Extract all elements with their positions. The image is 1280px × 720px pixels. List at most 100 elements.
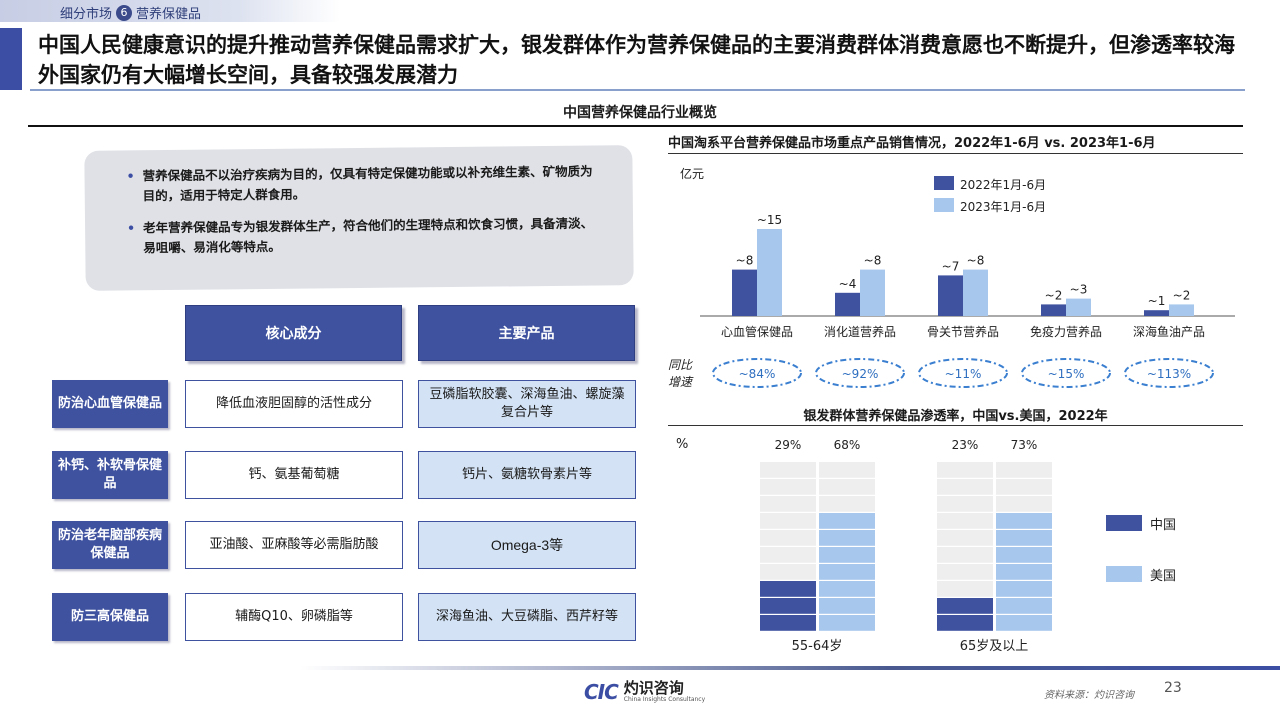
logo-english: China Insights Consultancy	[623, 696, 706, 703]
breadcrumb-section[interactable]: 细分市场	[60, 7, 113, 22]
growth-oval	[1124, 358, 1214, 388]
penetration-chart-unit: %	[676, 437, 689, 452]
data-label: ~2	[1173, 288, 1191, 302]
data-label: ~15	[757, 213, 782, 227]
growth-oval	[712, 358, 802, 388]
category-label: 心血管保健品	[721, 324, 793, 339]
segment-usa	[996, 547, 1052, 563]
segment-china	[937, 581, 993, 597]
segment-china	[937, 547, 993, 563]
segment-china	[760, 462, 816, 478]
segment-china	[937, 496, 993, 512]
category-label: 55-64岁	[792, 639, 843, 654]
data-label: 29%	[775, 438, 802, 452]
company-logo: CIC 灼识咨询 China Insights Consultancy	[584, 680, 705, 704]
bar-2023	[757, 229, 782, 316]
segment-china	[937, 513, 993, 529]
table-row-label: 防三高保健品	[52, 593, 168, 641]
growth-label: ~15%	[1048, 367, 1085, 381]
bar-2023	[963, 269, 988, 316]
table-cell-products: 豆磷脂软胶囊、深海鱼油、螺旋藻复合片等	[418, 380, 636, 428]
segment-china	[937, 479, 993, 495]
data-label: ~2	[1045, 288, 1063, 302]
data-label: ~7	[942, 259, 960, 273]
legend-label-2022: 2022年1月-6月	[960, 178, 1047, 192]
category-label: 免疫力营养品	[1030, 324, 1102, 339]
legend-label-china: 中国	[1150, 518, 1177, 533]
penetration-chart-divider	[668, 425, 1243, 426]
segment-china	[760, 581, 816, 597]
segment-china	[937, 530, 993, 546]
table-row-label: 防治老年脑部疾病保健品	[52, 521, 168, 569]
category-label: 65岁及以上	[960, 639, 1029, 654]
bar-2023	[1066, 298, 1091, 316]
table-cell-products: 深海鱼油、大豆磷脂、西芹籽等	[418, 593, 636, 641]
segment-usa	[819, 547, 875, 563]
segment-china	[760, 530, 816, 546]
logo-chinese: 灼识咨询	[623, 679, 684, 697]
segment-usa	[819, 496, 875, 512]
sales-chart-divider	[668, 153, 1243, 154]
sales-chart-title: 中国淘系平台营养保健品市场重点产品销售情况，2022年1-6月 vs. 2023…	[668, 136, 1156, 151]
data-label: ~8	[736, 254, 754, 268]
category-label: 骨关节营养品	[927, 324, 999, 339]
growth-label: ~84%	[739, 367, 776, 381]
table-cell-products: 钙片、氨糖软骨素片等	[418, 451, 636, 499]
top-bar: 细分市场 6 营养保健品	[0, 0, 1280, 22]
growth-axis-label: 同比	[668, 358, 693, 372]
segment-china	[760, 496, 816, 512]
segment-china	[937, 462, 993, 478]
bar-2023	[860, 269, 885, 316]
segment-usa	[819, 581, 875, 597]
bar-2022	[938, 275, 963, 316]
segment-china	[760, 615, 816, 631]
page-number: 23	[1164, 680, 1182, 696]
data-label: 68%	[834, 438, 861, 452]
logo-mark: CIC	[584, 680, 619, 704]
legend-swatch-2023	[934, 198, 954, 212]
segment-usa	[819, 564, 875, 580]
data-label: ~8	[967, 254, 985, 268]
growth-oval	[1021, 358, 1111, 388]
data-label: 23%	[952, 438, 979, 452]
growth-axis-label: 增速	[668, 375, 694, 389]
segment-usa	[819, 462, 875, 478]
breadcrumb-number: 6	[116, 4, 133, 21]
segment-china	[937, 615, 993, 631]
segment-usa	[996, 581, 1052, 597]
segment-usa	[996, 496, 1052, 512]
segment-usa	[996, 513, 1052, 529]
growth-label: ~11%	[945, 367, 982, 381]
segment-usa	[996, 479, 1052, 495]
category-label: 深海鱼油产品	[1133, 324, 1205, 339]
source-note: 资料来源：灼识咨询	[1044, 690, 1134, 701]
table-header-ingredient: 核心成分	[185, 305, 402, 361]
penetration-chart-title: 银发群体营养保健品渗透率，中国vs.美国，2022年	[803, 409, 1108, 424]
data-label: ~1	[1148, 294, 1166, 308]
bar-2023	[1169, 304, 1194, 316]
note-bullet: 营养保健品不以治疗疾病为目的，仅具有特定保健功能或以补充维生素、矿物质为目的，适…	[142, 161, 602, 206]
bar-2022	[1041, 304, 1066, 316]
section-divider	[28, 125, 1243, 127]
segment-usa	[996, 462, 1052, 478]
breadcrumb-current[interactable]: 营养保健品	[136, 7, 202, 22]
legend-label-2023: 2023年1月-6月	[960, 200, 1047, 214]
table-cell-ingredient: 亚油酸、亚麻酸等必需脂肪酸	[185, 521, 403, 569]
data-label: ~4	[839, 277, 857, 291]
table-cell-ingredient: 降低血液胆固醇的活性成分	[185, 380, 403, 428]
data-label: 73%	[1011, 438, 1038, 452]
table-row-label: 防治心血管保健品	[52, 380, 168, 428]
growth-label: ~113%	[1147, 367, 1191, 381]
table-cell-ingredient: 辅酶Q10、卵磷脂等	[185, 593, 403, 641]
category-label: 消化道营养品	[824, 324, 896, 339]
data-label: ~8	[864, 254, 882, 268]
data-label: ~3	[1070, 283, 1088, 297]
top-bar-gradient	[0, 0, 340, 22]
legend-swatch-2022	[934, 176, 954, 190]
section-title: 中国营养保健品行业概览	[563, 105, 717, 121]
segment-usa	[819, 615, 875, 631]
bar-2022	[1144, 310, 1169, 316]
segment-china	[760, 564, 816, 580]
segment-china	[937, 564, 993, 580]
table-header-products: 主要产品	[418, 305, 635, 361]
